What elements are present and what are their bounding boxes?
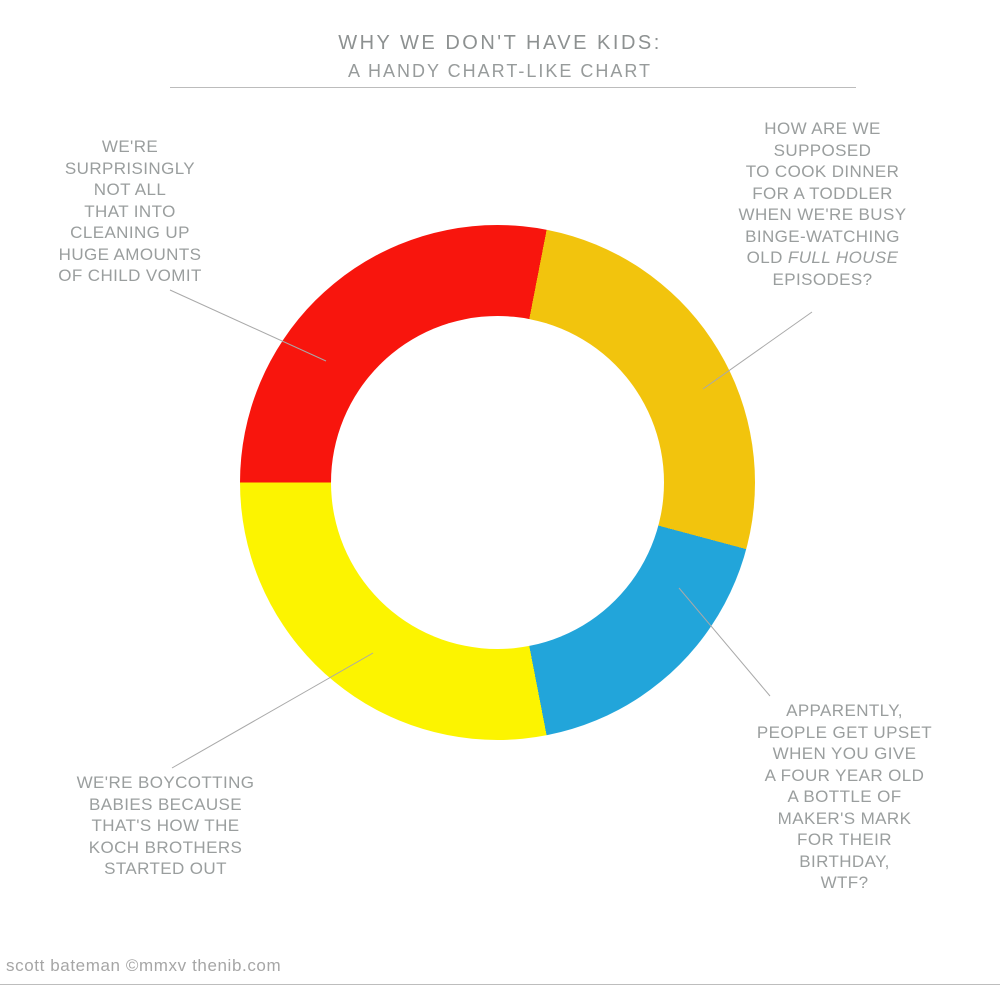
bottom-divider xyxy=(0,984,1000,985)
slice-label-child-vomit: WE'RE SURPRISINGLY NOT ALL THAT INTO CLE… xyxy=(58,137,202,285)
slice-label-full-house: HOW ARE WE SUPPOSED TO COOK DINNER FOR A… xyxy=(715,118,930,290)
donut-hole xyxy=(331,316,664,649)
slice-label-full-house-end: EPISODES? xyxy=(772,269,873,289)
slice-label-full-house-text: HOW ARE WE SUPPOSED TO COOK DINNER FOR A… xyxy=(738,119,907,267)
chart-title: WHY WE DON'T HAVE KIDS: xyxy=(338,32,662,54)
slice-label-full-house-italic: FULL HOUSE xyxy=(787,248,899,267)
credit-line: scott bateman ©mmxv thenib.com xyxy=(6,956,282,975)
slice-label-makers-mark: APPARENTLY, PEOPLE GET UPSET WHEN YOU GI… xyxy=(756,701,933,892)
chart-subtitle: A HANDY CHART-LIKE CHART xyxy=(347,61,653,81)
slice-label-koch-brothers: WE'RE BOYCOTTING BABIES BECAUSE THAT'S H… xyxy=(76,773,255,878)
title-divider xyxy=(170,87,856,88)
